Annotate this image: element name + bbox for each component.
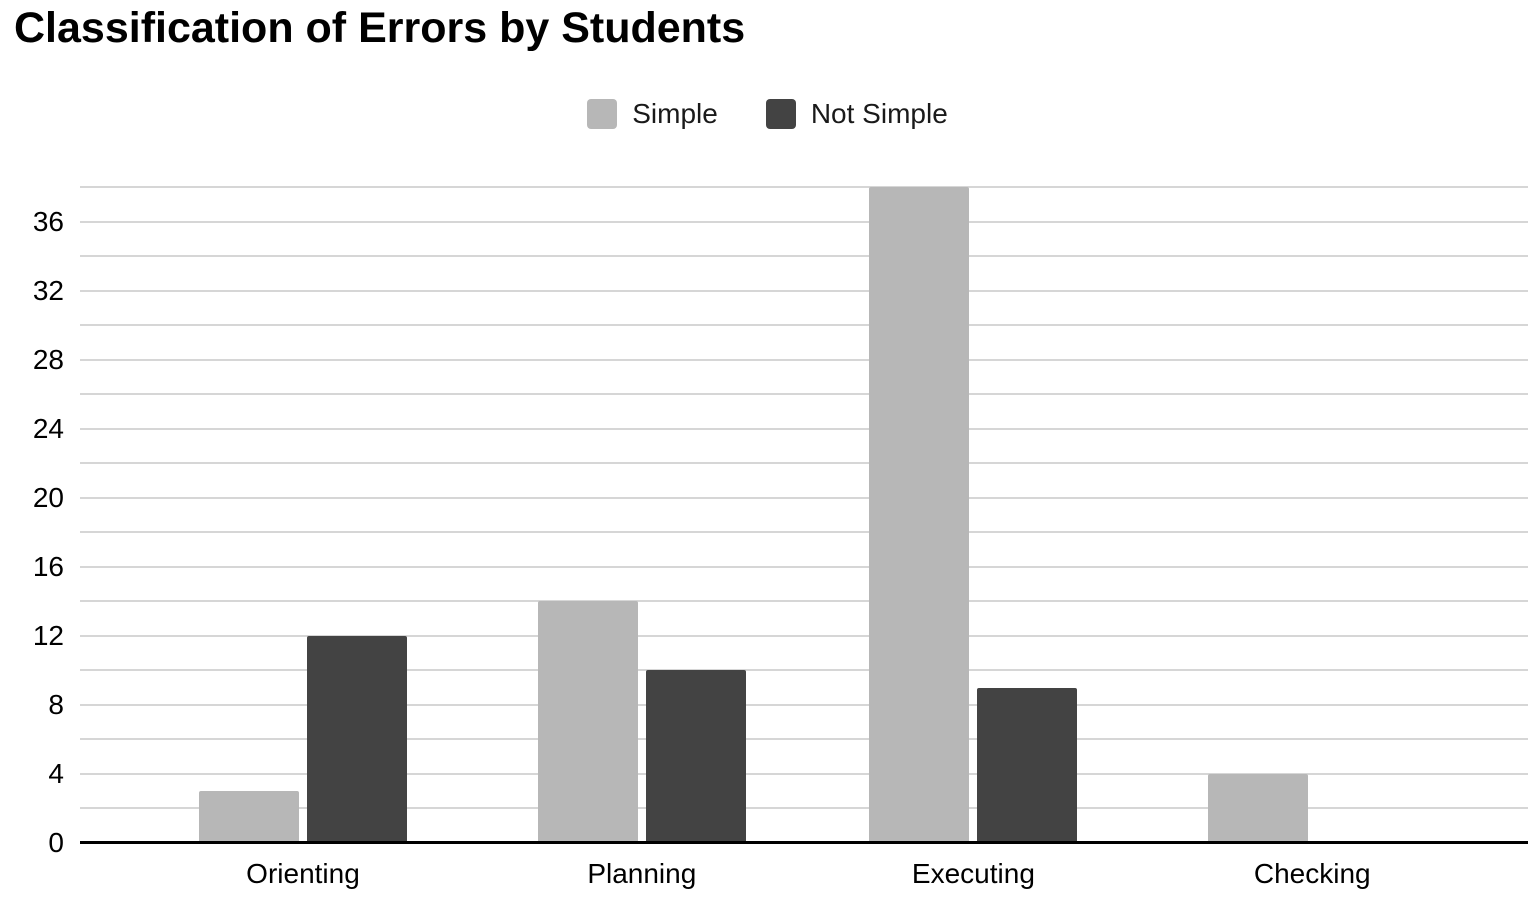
- gridline-y-16: [80, 565, 1528, 568]
- y-axis-label-36: 36: [32, 205, 64, 237]
- bar-not-simple-executing: [977, 687, 1078, 843]
- bar-not-simple-planning: [645, 670, 746, 843]
- bar-simple-executing: [869, 187, 970, 843]
- bar-simple-planning: [537, 601, 638, 843]
- gridline-y-2: [80, 807, 1528, 810]
- y-axis-label-0: 0: [48, 827, 64, 858]
- gridline-y-22: [80, 462, 1528, 465]
- gridline-y-26: [80, 393, 1528, 396]
- x-axis-line: [80, 841, 1528, 844]
- bar-not-simple-orienting: [306, 635, 407, 843]
- legend-swatch-not-simple-icon: [765, 99, 796, 129]
- x-axis-label-executing: Executing: [911, 858, 1035, 889]
- gridline-y-8: [80, 703, 1528, 706]
- x-axis-label-checking: Checking: [1253, 858, 1371, 889]
- y-axis-label-20: 20: [32, 481, 64, 513]
- gridline-y-18: [80, 531, 1528, 534]
- legend-item-not-simple: Not Simple: [765, 98, 948, 130]
- legend-swatch-simple-icon: [587, 99, 618, 129]
- gridline-y-30: [80, 324, 1528, 327]
- legend-label-not-simple: Not Simple: [810, 98, 948, 129]
- gridline-y-12: [80, 634, 1528, 637]
- y-axis-label-8: 8: [48, 688, 64, 720]
- gridline-y-20: [80, 496, 1528, 499]
- y-axis-label-16: 16: [32, 550, 64, 582]
- gridline-y-34: [80, 255, 1528, 258]
- gridline-y-28: [80, 358, 1528, 361]
- y-axis-label-28: 28: [32, 343, 64, 375]
- gridline-y-10: [80, 669, 1528, 672]
- x-axis-labels: Orienting Planning Executing Checking: [80, 857, 1528, 897]
- gridline-y-32: [80, 289, 1528, 292]
- legend-label-simple: Simple: [632, 98, 718, 129]
- y-axis-label-4: 4: [48, 757, 64, 789]
- gridline-y-36: [80, 220, 1528, 223]
- chart-title: Classification of Errors by Students: [14, 4, 746, 52]
- y-axis-label-12: 12: [32, 619, 64, 651]
- gridline-y-38: [80, 186, 1528, 188]
- gridline-y-14: [80, 600, 1528, 603]
- gridline-y-4: [80, 772, 1528, 775]
- y-axis-label-32: 32: [32, 274, 64, 306]
- bar-simple-orienting: [198, 791, 299, 843]
- y-axis-label-24: 24: [32, 412, 64, 444]
- legend-item-simple: Simple: [587, 98, 718, 130]
- plot-area: [80, 186, 1528, 844]
- y-axis-labels: 0 4 8 12 16 20 24 28 32 36: [0, 187, 64, 856]
- gridline-y-24: [80, 427, 1528, 430]
- bar-simple-checking: [1208, 773, 1309, 843]
- chart-legend: Simple Not Simple: [0, 98, 1535, 130]
- x-axis-label-orienting: Orienting: [246, 858, 360, 889]
- x-axis-label-planning: Planning: [587, 858, 697, 889]
- gridline-y-6: [80, 738, 1528, 741]
